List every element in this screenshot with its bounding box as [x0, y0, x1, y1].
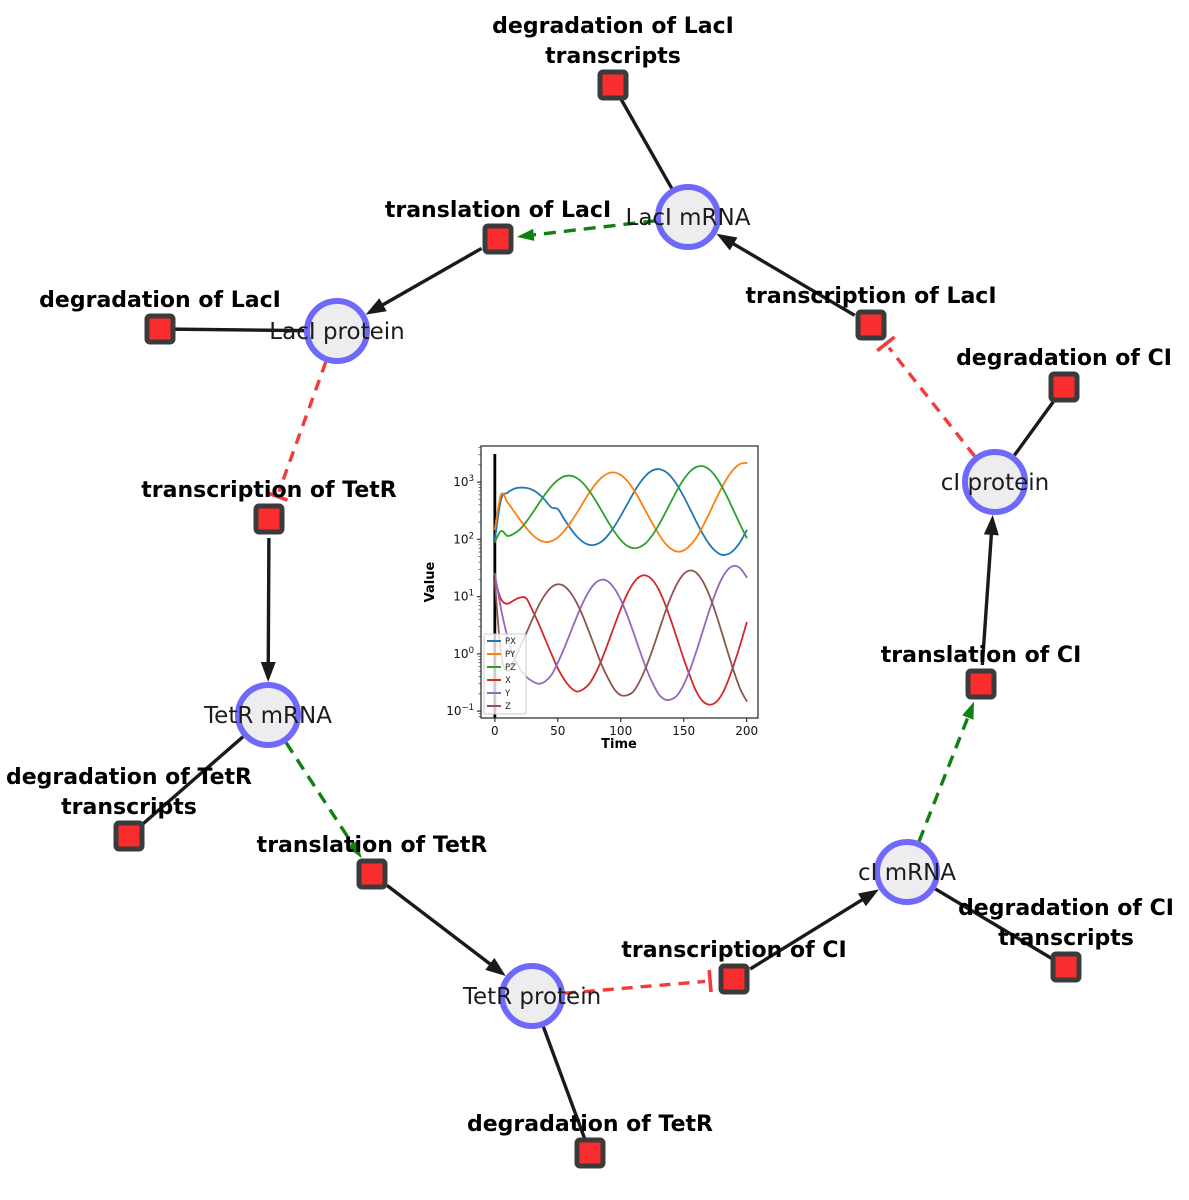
species-tetr-protein: TetR protein: [462, 963, 601, 1029]
species-circle: [235, 682, 301, 748]
plot-curves: [493, 454, 748, 718]
plot-legend: PX PY PZ XYZ: [483, 633, 527, 715]
reaction-label: transcription of CI: [621, 938, 846, 963]
species-circle: [655, 184, 721, 250]
species-label: TetR mRNA: [203, 703, 332, 729]
reaction-square: [965, 668, 997, 700]
reaction-deg-ci: degradation of CI: [956, 346, 1172, 403]
species-label: LacI protein: [269, 319, 404, 345]
svg-text:102: 102: [453, 531, 474, 546]
inset-plot: 0 50 100 150 200 10−1 100 101 102 103 PX PY PZ XYZ T…: [423, 445, 759, 752]
reaction-label: degradation of TetR: [467, 1112, 713, 1137]
svg-text:100: 100: [453, 646, 474, 661]
svg-text:10−1: 10−1: [446, 703, 474, 718]
reaction-translation-ci: translation of CI: [881, 643, 1082, 700]
reaction-label: degradation of CI: [956, 346, 1172, 371]
species-laci-mrna: LacI mRNA: [626, 184, 751, 250]
reaction-label: transcripts: [998, 926, 1134, 951]
x-axis-label: Time: [601, 737, 637, 752]
plot-frame: [480, 445, 759, 719]
svg-text:PY: PY: [505, 650, 516, 660]
species-label: cI protein: [941, 470, 1050, 496]
reaction-label: translation of CI: [881, 643, 1082, 668]
reaction-square: [113, 820, 145, 852]
reaction-square: [718, 963, 750, 995]
y-axis-label: Value: [423, 561, 438, 602]
reaction-label: degradation of TetR: [6, 765, 252, 790]
species-circle: [304, 298, 370, 364]
reaction-square: [1050, 951, 1082, 983]
edge-layer: [127, 84, 1067, 1154]
svg-text:103: 103: [453, 474, 474, 489]
reaction-square: [1048, 371, 1080, 403]
reaction-transcription-ci: transcription of CI: [621, 938, 847, 995]
reaction-square: [574, 1137, 606, 1169]
reaction-transcription-laci: transcription of LacI: [745, 284, 997, 341]
species-laci-protein: LacI protein: [269, 298, 405, 364]
species-circle: [962, 449, 1028, 515]
reaction-deg-tetr: degradation of TetR: [467, 1112, 713, 1169]
species-tetr-mrna: TetR mRNA: [203, 682, 332, 748]
reaction-translation-laci: translation of LacI: [385, 198, 611, 255]
reaction-square: [482, 223, 514, 255]
svg-text:Y: Y: [504, 689, 511, 699]
species-label: LacI mRNA: [626, 205, 751, 231]
reaction-deg-laci: degradation of LacI: [39, 288, 281, 345]
species-circle: [499, 963, 565, 1029]
svg-text:50: 50: [550, 724, 565, 738]
reaction-label: degradation of LacI: [39, 288, 281, 313]
species-label: cI mRNA: [858, 860, 956, 886]
svg-text:100: 100: [609, 724, 632, 738]
species-ci-protein: cI protein: [941, 449, 1050, 515]
reaction-translation-tetr: translation of TetR: [257, 833, 488, 890]
svg-text:150: 150: [672, 724, 695, 738]
reaction-label: transcripts: [545, 44, 681, 69]
svg-text:Z: Z: [505, 702, 511, 712]
plot-axes: 0 50 100 150 200 10−1 100 101 102 103: [446, 447, 758, 738]
reaction-square: [144, 313, 176, 345]
reaction-label: transcription of TetR: [141, 478, 397, 503]
reaction-square: [253, 503, 285, 535]
svg-text:PX: PX: [505, 637, 516, 647]
reaction-square: [597, 69, 629, 101]
reaction-label: degradation of CI: [958, 896, 1174, 921]
svg-text:101: 101: [453, 589, 474, 604]
svg-text:PZ: PZ: [505, 663, 516, 673]
reaction-label: translation of TetR: [257, 833, 488, 858]
svg-text:X: X: [505, 676, 511, 686]
species-ci-mrna: cI mRNA: [858, 839, 956, 905]
reaction-label: transcription of LacI: [745, 284, 996, 309]
node-layer: degradation of LacI transcripts translat…: [6, 14, 1174, 1169]
reaction-square: [356, 858, 388, 890]
species-circle: [874, 839, 940, 905]
svg-text:200: 200: [735, 724, 758, 738]
reaction-label: transcripts: [61, 795, 197, 820]
reaction-deg-tetr-transcripts: degradation of TetR transcripts: [6, 765, 252, 852]
reaction-deg-ci-transcripts: degradation of CI transcripts: [958, 896, 1174, 983]
species-label: TetR protein: [462, 984, 601, 1010]
reaction-label: translation of LacI: [385, 198, 611, 223]
reaction-square: [855, 309, 887, 341]
reaction-label: degradation of LacI: [492, 14, 734, 39]
reaction-transcription-tetr: transcription of TetR: [141, 478, 397, 535]
reaction-deg-laci-transcripts: degradation of LacI transcripts: [492, 14, 734, 101]
svg-text:0: 0: [491, 724, 499, 738]
